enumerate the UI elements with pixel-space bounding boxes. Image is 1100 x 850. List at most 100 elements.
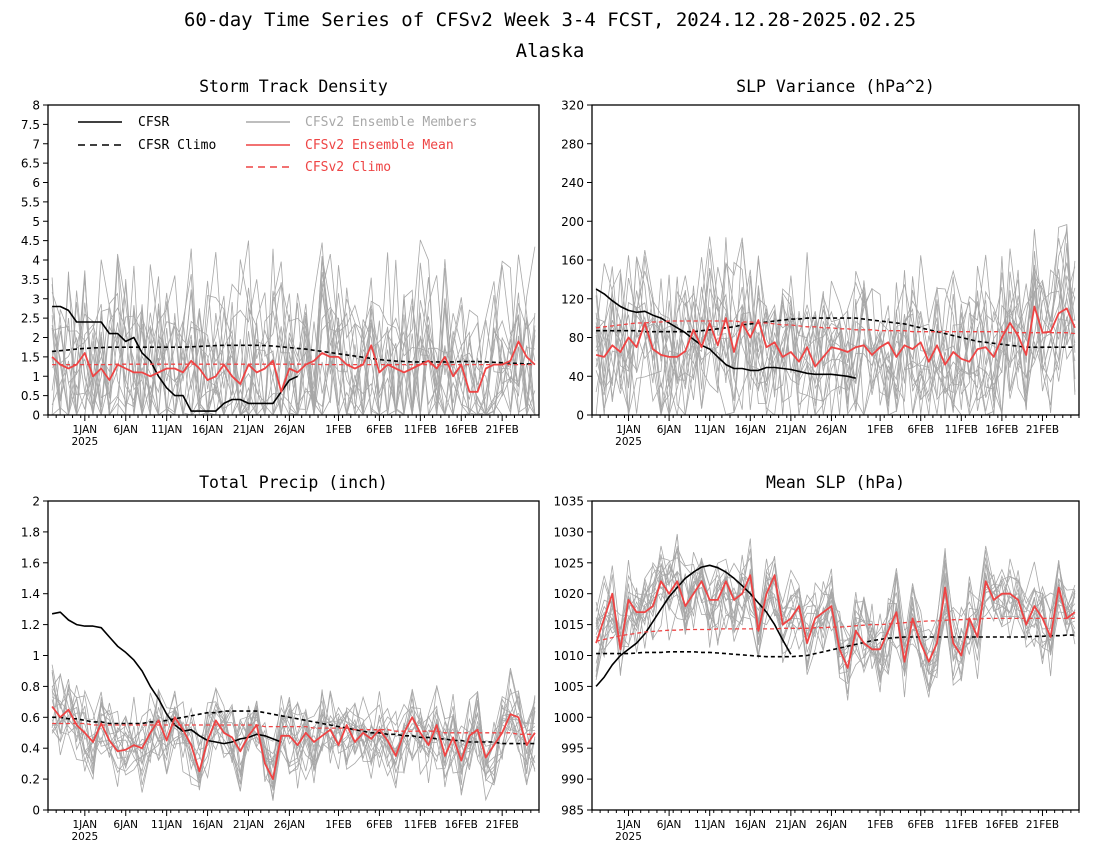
plot-frame: [47, 500, 540, 811]
series-cfsr: [51, 611, 282, 745]
panel-title: Storm Track Density: [199, 77, 388, 96]
x-tick-label: 6FEB: [907, 424, 934, 436]
x-tick-label: 6FEB: [366, 819, 393, 831]
x-tick-label: 1FEB: [325, 819, 352, 831]
plot-area: [595, 533, 1076, 701]
y-tick-label: 6: [32, 176, 40, 190]
x-tick-label: 1FEB: [867, 424, 894, 436]
plot-area: [51, 239, 536, 415]
x-tick-label: 6JAN: [113, 424, 138, 436]
y-tick-label: 0.2: [21, 773, 40, 787]
legend-cfsr-climo-label: CFSR Climo: [138, 138, 216, 153]
series-cfsv2-climo: [596, 320, 1075, 335]
x-tick-label: 16FEB: [445, 424, 478, 436]
x-tick-label: 26JAN: [816, 819, 847, 831]
ensemble-member-line: [595, 238, 1076, 403]
ensemble-member-line: [595, 237, 1076, 415]
legend-ensemble-mean-label: CFSv2 Ensemble Mean: [305, 138, 454, 153]
x-tick-label: 6JAN: [113, 819, 138, 831]
ensemble-member-line: [595, 559, 1076, 698]
y-tick-label: 7.5: [21, 118, 40, 132]
y-tick-label: 1010: [553, 649, 584, 663]
series-cfsr: [52, 305, 298, 412]
ensemble-member-line: [595, 557, 1076, 698]
series-cfsr-climo: [52, 344, 535, 365]
y-tick-label: 1.4: [21, 587, 40, 601]
panel-slp-variance: SLP Variance (hPa^2) 0 40 80 120 160 200 240 280…: [561, 77, 1080, 448]
panel-title: Total Precip (inch): [199, 473, 388, 492]
x-tick-label: 6FEB: [366, 424, 393, 436]
ensemble-member-line: [51, 670, 536, 798]
series-cfsr-climo: [596, 317, 1075, 349]
x-tick-year-label: 2025: [71, 831, 98, 843]
x-tick-label: 1JAN: [73, 424, 98, 436]
x-tick-year-label: 2025: [615, 831, 642, 843]
ensemble-member-line: [595, 230, 1076, 415]
series-ensemble-mean: [595, 305, 1076, 368]
legend-members-label: CFSv2 Ensemble Members: [305, 115, 477, 130]
plot-frame: [591, 500, 1080, 811]
ensemble-member-line: [51, 692, 536, 801]
x-tick-label: 16JAN: [735, 424, 766, 436]
ensemble-member-line: [595, 557, 1076, 673]
y-tick-label: 1035: [553, 495, 584, 509]
y-tick-label: 2: [32, 495, 40, 509]
plot-area: [51, 611, 536, 802]
panel-storm-track-density: Storm Track Density 0 0.5 1 1.5 2 2.5 3 3.5 4 4.5 5…: [21, 77, 540, 448]
x-tick-label: 21FEB: [486, 819, 519, 831]
x-tick-label: 11JAN: [151, 819, 182, 831]
y-tick-label: 1030: [553, 525, 584, 539]
y-tick-label: 1.6: [21, 556, 40, 570]
y-tick-label: 1.2: [21, 618, 40, 632]
y-tick-label: 1015: [553, 618, 584, 632]
y-tick-label: 3.5: [21, 273, 40, 287]
x-tick-label: 21JAN: [775, 819, 806, 831]
x-tick-label: 16FEB: [445, 819, 478, 831]
x-tick-label: 26JAN: [816, 424, 847, 436]
ensemble-member-line: [51, 254, 536, 415]
y-tick-label: 1005: [553, 680, 584, 694]
ensemble-member-line: [51, 671, 536, 788]
series-ensemble-mean: [51, 340, 536, 393]
ensemble-member-line: [595, 545, 1076, 691]
ensemble-member-line: [51, 262, 536, 415]
x-tick-year-label: 2025: [71, 436, 98, 448]
y-tick-label: 2: [32, 331, 40, 345]
ensemble-member-line: [595, 224, 1076, 415]
x-tick-label: 11JAN: [694, 819, 725, 831]
y-tick-label: 0.5: [21, 389, 40, 403]
y-tick-label: 5: [32, 215, 40, 229]
series-cfsv2-climo: [52, 722, 535, 735]
figure-title: 60-day Time Series of CFSv2 Week 3-4 FCS…: [184, 9, 916, 31]
x-tick-label: 21FEB: [486, 424, 519, 436]
y-tick-label: 1: [32, 370, 40, 384]
y-tick-label: 5.5: [21, 195, 40, 209]
y-tick-label: 0: [576, 409, 584, 423]
y-tick-label: 1000: [553, 711, 584, 725]
legend-cfsv2-climo-label: CFSv2 Climo: [305, 160, 391, 175]
x-tick-label: 1FEB: [325, 424, 352, 436]
x-tick-label: 21FEB: [1026, 424, 1059, 436]
x-tick-label: 11FEB: [404, 424, 437, 436]
x-tick-label: 21JAN: [233, 424, 264, 436]
ensemble-member-line: [595, 558, 1076, 701]
ensemble-member-line: [51, 259, 536, 415]
ensemble-member-line: [595, 533, 1076, 690]
y-tick-label: 1020: [553, 587, 584, 601]
legend: CFSR CFSR Climo CFSv2 Ensemble Members C…: [78, 115, 477, 175]
y-tick-label: 120: [561, 292, 584, 306]
ensemble-member-line: [51, 248, 536, 415]
x-tick-label: 11FEB: [945, 819, 978, 831]
y-tick-label: 995: [561, 742, 584, 756]
plot-area: [595, 224, 1076, 415]
y-tick-label: 0.4: [21, 742, 40, 756]
y-tick-label: 7: [32, 137, 40, 151]
x-tick-label: 11FEB: [945, 424, 978, 436]
ensemble-member-line: [51, 688, 536, 788]
x-tick-label: 6JAN: [657, 819, 682, 831]
x-tick-label: 6FEB: [907, 819, 934, 831]
panel-title: SLP Variance (hPa^2): [736, 77, 935, 96]
y-tick-label: 0: [32, 804, 40, 818]
y-tick-label: 2.5: [21, 312, 40, 326]
ensemble-member-line: [51, 692, 536, 789]
